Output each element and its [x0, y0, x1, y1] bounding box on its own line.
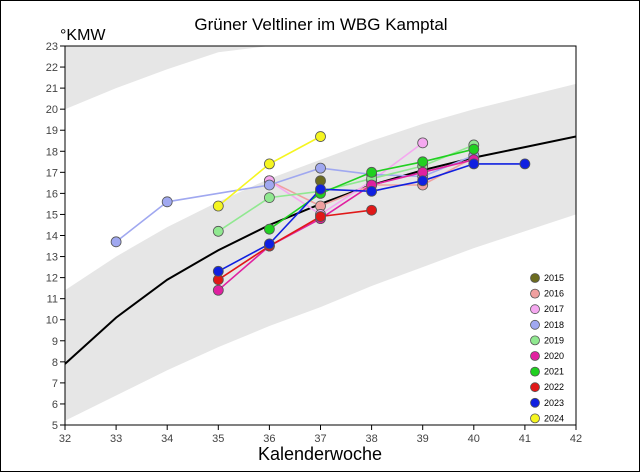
- band-white-lower: [65, 214, 576, 425]
- x-tick-label: 34: [161, 433, 173, 445]
- y-tick-label: 8: [52, 357, 58, 369]
- y-tick-label: 15: [46, 209, 58, 221]
- y-tick-label: 21: [46, 83, 58, 95]
- legend: 2015 2016 2017 2018 2019 2020 2021 2022 2023 2024: [530, 273, 564, 424]
- data-point-2021: [468, 143, 480, 155]
- y-tick-label: 12: [46, 273, 58, 285]
- y-tick-label: 13: [46, 252, 58, 264]
- legend-label-2024: 2024: [544, 413, 564, 423]
- data-point-2018: [263, 179, 275, 191]
- legend-label-2015: 2015: [544, 273, 564, 283]
- axes: 32 33 34 35 36 37 38 39 40 41 42 5 6 7 8 9 10 11 12 13 14 15 1…: [46, 41, 582, 445]
- data-point-2023: [315, 183, 326, 195]
- data-point-2024: [263, 158, 275, 170]
- legend-label-2023: 2023: [544, 398, 564, 408]
- y-tick-label: 11: [47, 294, 58, 306]
- x-tick-label: 38: [365, 433, 377, 445]
- data-point-2018: [161, 196, 173, 208]
- legend-marker-2021: [530, 366, 540, 377]
- data-point-2018: [110, 236, 122, 248]
- series-line-2020: [217, 158, 474, 291]
- y-tick-label: 17: [46, 167, 58, 179]
- y-tick-label: 22: [46, 62, 58, 74]
- data-point-2023: [366, 185, 378, 197]
- legend-marker-2016: [530, 288, 540, 299]
- x-tick-label: 39: [417, 433, 429, 445]
- x-tick-label: 36: [263, 433, 275, 445]
- legend-marker-2024: [530, 413, 540, 424]
- y-tick-label: 14: [46, 231, 58, 243]
- y-tick-label: 6: [52, 399, 58, 411]
- y-tick-label: 20: [46, 104, 58, 116]
- y-tick-label: 18: [46, 146, 58, 158]
- background-bands: [65, 46, 576, 425]
- band-white-upper: [65, 46, 576, 291]
- data-point-2017: [417, 137, 429, 149]
- series-line-2022: [217, 209, 372, 281]
- legend-label-2016: 2016: [544, 289, 564, 299]
- data-point-2023: [263, 238, 275, 250]
- legend-marker-2015: [530, 273, 540, 283]
- data-point-2023: [519, 158, 531, 170]
- y-tick-label: 9: [52, 336, 58, 348]
- legend-label-2019: 2019: [544, 335, 564, 345]
- series-layer: [110, 131, 531, 296]
- x-tick-label: 42: [570, 433, 582, 445]
- data-point-2024: [315, 131, 326, 142]
- data-point-2022: [366, 204, 378, 216]
- legend-marker-2018: [530, 319, 540, 330]
- legend-label-2020: 2020: [544, 351, 564, 361]
- y-axis-label: °KMW: [60, 27, 106, 44]
- data-point-2023: [468, 158, 480, 170]
- x-tick-label: 32: [59, 433, 71, 445]
- x-tick-label: 35: [212, 433, 224, 445]
- data-point-2021: [263, 223, 275, 235]
- y-tick-label: 5: [52, 420, 58, 432]
- data-point-2023: [212, 265, 224, 277]
- data-point-2020: [212, 284, 224, 296]
- data-point-2021: [366, 166, 378, 178]
- data-point-2018: [315, 162, 326, 174]
- legend-marker-2023: [530, 397, 540, 408]
- y-tick-label: 19: [46, 125, 58, 137]
- legend-marker-2022: [530, 382, 540, 393]
- y-tick-label: 16: [46, 188, 58, 200]
- legend-marker-2017: [530, 304, 540, 315]
- legend-label-2018: 2018: [544, 320, 564, 330]
- series-line-2017: [268, 142, 424, 216]
- data-point-2019: [212, 225, 224, 237]
- data-point-2022: [315, 211, 326, 222]
- x-tick-label: 41: [519, 433, 531, 445]
- y-tick-label: 23: [46, 41, 58, 53]
- legend-label-2017: 2017: [544, 304, 564, 314]
- data-point-2019: [263, 192, 275, 204]
- legend-label-2022: 2022: [544, 382, 564, 392]
- legend-marker-2019: [530, 335, 540, 346]
- legend-label-2021: 2021: [544, 367, 564, 377]
- x-tick-label: 40: [468, 433, 480, 445]
- y-tick-label: 10: [46, 315, 58, 327]
- y-tick-label: 7: [52, 378, 58, 390]
- series-line-2019: [217, 144, 475, 232]
- chart-title: Grüner Veltliner im WBG Kamptal: [194, 15, 447, 34]
- data-point-2021: [417, 156, 429, 168]
- x-tick-label: 37: [314, 433, 326, 445]
- x-tick-label: 33: [110, 433, 122, 445]
- legend-marker-2020: [530, 351, 540, 361]
- x-axis-label: Kalenderwoche: [258, 444, 382, 464]
- data-point-2023: [417, 175, 429, 187]
- data-point-2024: [212, 200, 224, 212]
